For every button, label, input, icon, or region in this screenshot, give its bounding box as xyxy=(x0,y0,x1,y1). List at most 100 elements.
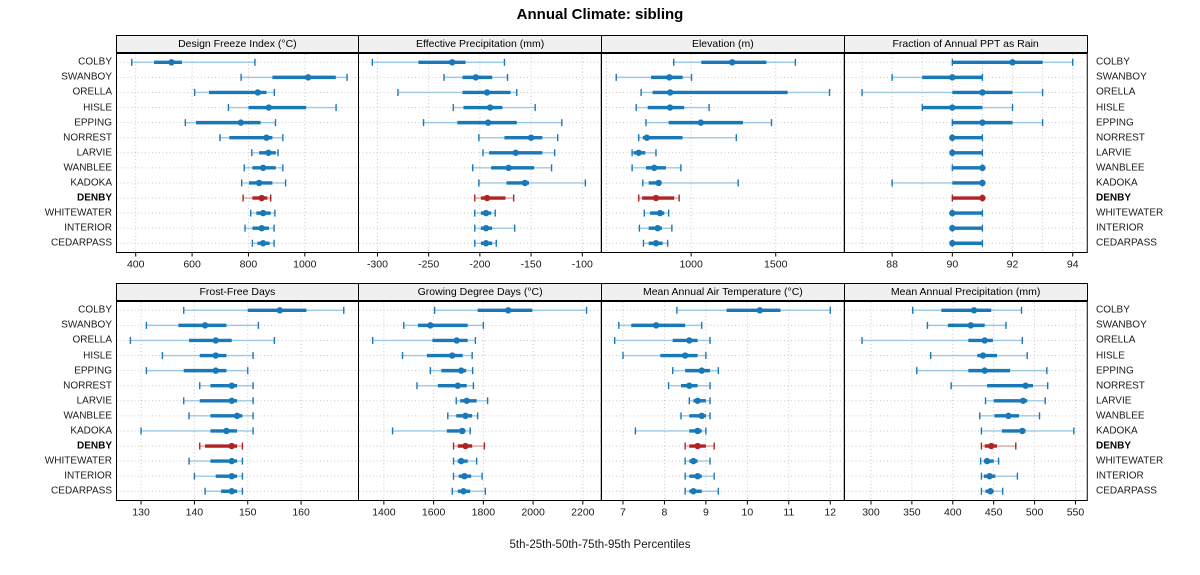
median-dot xyxy=(656,209,664,217)
median-dot xyxy=(981,337,988,344)
series-interior xyxy=(474,224,516,232)
series-epping xyxy=(145,367,248,375)
site-label-left-kadoka: KADOKA xyxy=(70,177,112,189)
median-dot xyxy=(304,74,311,81)
series-wanblee xyxy=(978,412,1040,420)
series-wanblee xyxy=(472,164,553,172)
panel-plot: 130 140 150 160 xyxy=(115,301,360,519)
median-dot xyxy=(460,488,467,495)
x-tick-label: 140 xyxy=(185,507,203,519)
median-dot xyxy=(652,194,660,202)
series-epping xyxy=(429,367,474,375)
median-dot xyxy=(265,104,272,111)
x-tick-label: -100 xyxy=(572,259,593,271)
series-larvie xyxy=(182,397,254,405)
site-label-right-whitewater: WHITEWATER xyxy=(1096,207,1164,219)
x-tick-label: 10 xyxy=(741,507,753,519)
panel-header: Fraction of Annual PPT as Rain xyxy=(843,35,1088,53)
site-label-right-colby: COLBY xyxy=(1096,304,1130,316)
series-hisle xyxy=(921,104,1013,112)
median-dot xyxy=(987,442,995,450)
series-colby xyxy=(130,58,256,66)
series-interior xyxy=(684,472,715,480)
panel-frost-free-days: Frost-Free Days 130 140 150 160 xyxy=(115,283,360,519)
median-dot xyxy=(512,149,520,156)
median-dot xyxy=(666,104,674,111)
site-label-right-larvie: LARVIE xyxy=(1096,147,1132,159)
median-dot xyxy=(694,442,701,450)
median-dot xyxy=(978,89,986,96)
series-kadoka xyxy=(478,179,587,187)
x-tick-label: 300 xyxy=(862,507,880,519)
site-label-left-interior: INTERIOR xyxy=(64,470,112,482)
site-label-left-hisle: HISLE xyxy=(83,350,112,362)
series-hisle xyxy=(635,104,710,112)
median-dot xyxy=(459,427,466,435)
series-cedarpass xyxy=(684,487,720,495)
panel-plot: 1400 1600 1800 2000 2200 xyxy=(358,301,602,519)
series-kadoka xyxy=(139,427,254,435)
median-dot xyxy=(978,179,986,187)
series-interior xyxy=(980,472,1018,480)
site-label-right-kadoka: KADOKA xyxy=(1096,177,1138,189)
chart-title: Annual Climate: sibling xyxy=(516,6,684,23)
site-label-left-epping: EPPING xyxy=(74,365,112,377)
median-dot xyxy=(483,224,490,232)
series-kadoka xyxy=(240,179,286,187)
site-label-right-hisle: HISLE xyxy=(1096,350,1125,362)
site-label-left-cedarpass: CEDARPASS xyxy=(51,485,112,497)
median-dot xyxy=(948,149,956,156)
series-whitewater xyxy=(453,457,478,465)
median-dot xyxy=(697,119,705,126)
series-hisle xyxy=(227,104,337,112)
site-label-left-epping: EPPING xyxy=(74,117,112,129)
median-dot xyxy=(222,427,230,435)
site-label-right-denby: DENBY xyxy=(1096,192,1132,204)
median-dot xyxy=(698,412,705,420)
median-dot xyxy=(228,397,235,404)
series-interior xyxy=(243,224,275,232)
median-dot xyxy=(483,209,490,217)
series-hisle xyxy=(402,352,474,360)
site-label-left-hisle: HISLE xyxy=(83,102,112,114)
panel-growing-degree-days-c: Growing Degree Days (°C) 1400 1600 1800 2000… xyxy=(358,283,602,519)
median-dot xyxy=(228,442,235,450)
series-denby xyxy=(198,442,243,450)
series-epping xyxy=(184,119,276,127)
site-label-left-orella: ORELLA xyxy=(72,86,112,98)
x-tick-label: 7 xyxy=(620,507,626,519)
panel-fraction-of-annual-ppt-as-rain: Fraction of Annual PPT as Rain 88 90 92 94 xyxy=(843,35,1088,271)
median-dot xyxy=(453,337,461,344)
panel-mean-annual-air-temperature-c: Mean Annual Air Temperature (°C) 7 8 9 10 11 1… xyxy=(601,283,845,519)
median-dot xyxy=(212,352,219,359)
site-label-right-swanboy: SWANBOY xyxy=(1096,319,1147,331)
series-norrest xyxy=(416,382,475,390)
site-label-right-whitewater: WHITEWATER xyxy=(1096,455,1164,467)
median-dot xyxy=(948,240,956,247)
site-label-right-orella: ORELLA xyxy=(1096,334,1136,346)
median-dot xyxy=(257,194,265,202)
x-tick-label: 450 xyxy=(985,507,1003,519)
median-dot xyxy=(264,149,272,156)
median-dot xyxy=(1004,412,1012,420)
median-dot xyxy=(461,472,468,480)
median-dot xyxy=(259,209,266,217)
percentile-caption: 5th-25th-50th-75th-95th Percentiles xyxy=(509,539,691,551)
series-colby xyxy=(951,58,1074,66)
median-dot xyxy=(686,337,693,344)
series-denby xyxy=(453,442,486,450)
median-dot xyxy=(427,322,434,329)
series-denby xyxy=(241,194,271,202)
panel-plot: 88 90 92 94 xyxy=(843,53,1088,271)
series-colby xyxy=(673,58,797,66)
median-dot xyxy=(652,240,660,247)
median-dot xyxy=(948,74,956,81)
median-dot xyxy=(462,442,469,450)
median-dot xyxy=(228,472,235,480)
series-orella xyxy=(372,336,477,344)
series-kadoka xyxy=(980,427,1075,435)
panel-header: Elevation (m) xyxy=(601,35,845,53)
median-dot xyxy=(472,74,480,81)
series-larvie xyxy=(688,397,711,405)
